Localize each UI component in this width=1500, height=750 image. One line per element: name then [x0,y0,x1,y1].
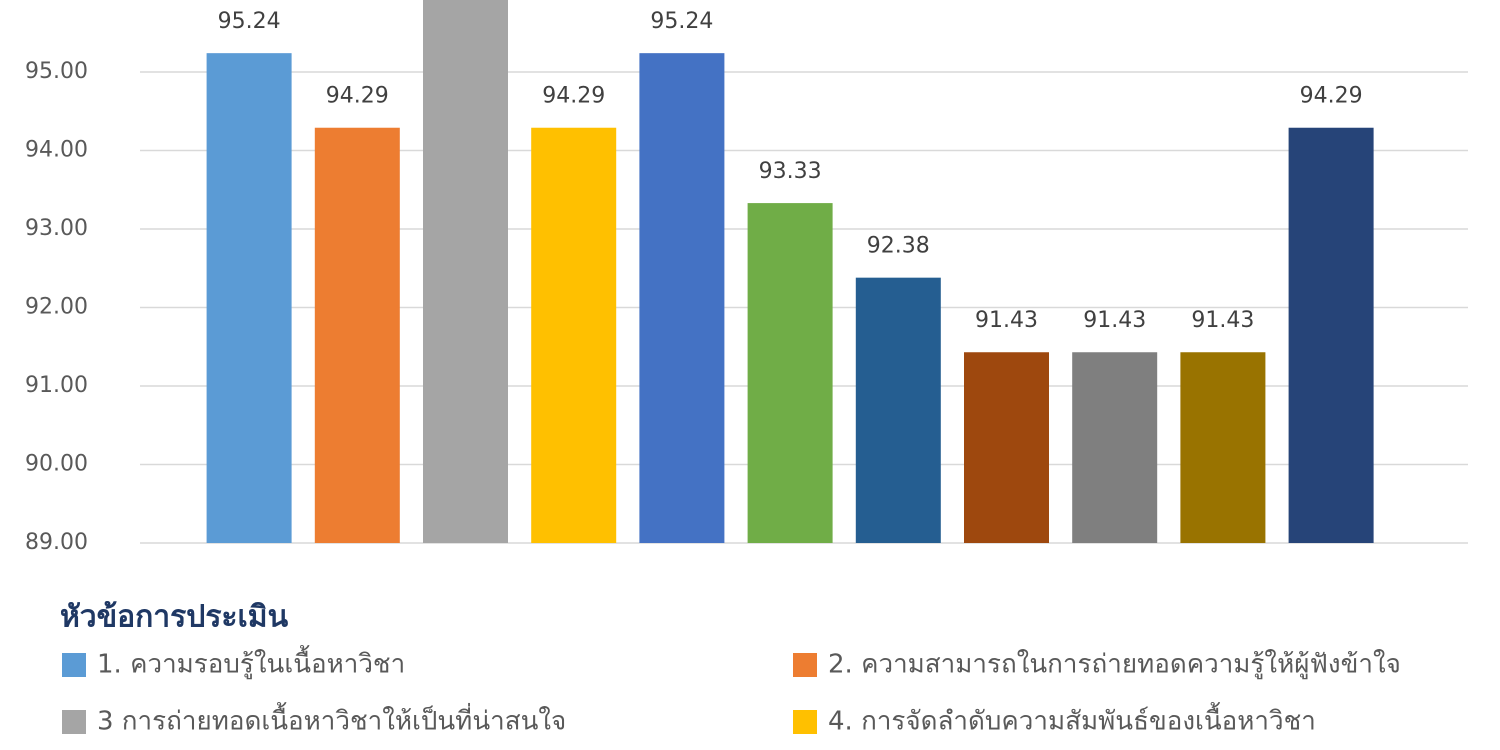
y-tick-label: 90.00 [25,452,88,477]
y-tick-label: 89.00 [25,530,88,555]
data-label: 94.29 [1300,84,1363,109]
y-tick-label: 91.00 [25,373,88,398]
y-tick-label: 92.00 [25,295,88,320]
legend-title: หัวข้อการประเมิน [60,600,289,635]
legend-label: 3 การถ่ายทอดเนื้อหาวิชาให้เป็นที่น่าสนใจ [97,702,566,737]
data-label: 95.24 [218,9,281,34]
data-label: 95.24 [650,9,713,34]
legend-label: 4. การจัดลำดับความสัมพันธ์ของเนื้อหาวิชา [828,702,1316,737]
legend-swatch [793,710,817,734]
bar [855,277,941,543]
y-tick-label: 93.00 [25,216,88,241]
bar [1288,127,1374,544]
bar [1072,352,1158,543]
legend-swatch [793,653,817,677]
bar [747,203,833,543]
data-label: 91.43 [1191,308,1254,333]
bar [639,53,725,543]
data-label: 91.43 [1083,308,1146,333]
bar [531,127,617,544]
legend-swatch [62,653,86,677]
bar [314,127,400,544]
y-tick-label: 94.00 [25,138,88,163]
bar [423,0,508,543]
data-label: 92.38 [867,234,930,259]
bar [206,53,292,543]
data-label: 91.43 [975,308,1038,333]
data-label: 93.33 [759,159,822,184]
legend-label: 2. ความสามารถในการถ่ายทอดความรู้ให้ผู้ฟั… [828,650,1401,680]
y-tick-label: 95.00 [25,59,88,84]
y-tick-label: 96.00 [25,0,88,6]
data-label: 94.29 [542,84,605,109]
bar [1180,352,1266,543]
data-label: 94.29 [326,84,389,109]
legend-swatch [62,710,86,734]
bar [964,352,1049,543]
legend-label: 1. ความรอบรู้ในเนื้อหาวิชา [97,645,405,680]
